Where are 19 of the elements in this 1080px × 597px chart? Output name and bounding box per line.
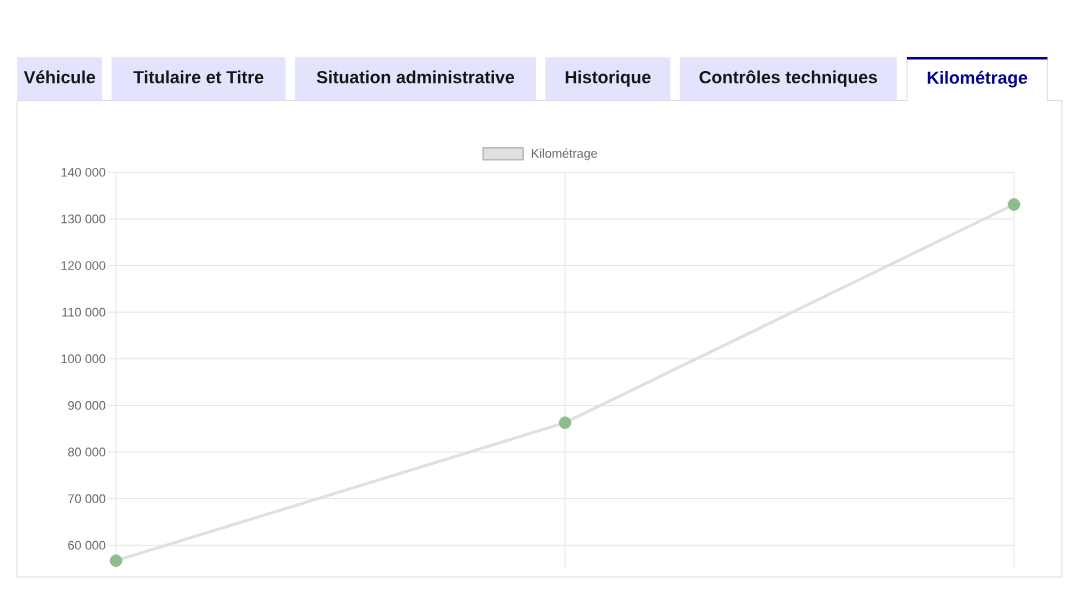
chart-title: Kilométrage bbox=[927, 70, 1028, 88]
point bbox=[558, 416, 572, 429]
y-tick-label: 70 000 bbox=[68, 494, 106, 504]
y-tick-label: 60 000 bbox=[68, 540, 106, 550]
y-tick-label: 80 000 bbox=[68, 447, 106, 457]
y-tick-label: 130 000 bbox=[61, 214, 106, 224]
text: Situation administrative bbox=[316, 70, 515, 84]
y-tick-label: 110 000 bbox=[62, 307, 106, 317]
text: Titulaire et Titre bbox=[133, 70, 264, 84]
y-tick-label: 120 000 bbox=[61, 261, 106, 270]
point bbox=[109, 554, 123, 567]
y-tick-label: 140 000 bbox=[61, 167, 106, 177]
text: Véhicule bbox=[23, 70, 96, 84]
legend-label: Kilométrage bbox=[531, 148, 598, 161]
text: Contrôles techniques bbox=[699, 70, 878, 87]
y-tick-label: 90 000 bbox=[68, 401, 106, 410]
y-tick-label: 100 000 bbox=[61, 354, 106, 364]
text: Historique bbox=[565, 70, 651, 87]
point bbox=[1007, 198, 1021, 211]
